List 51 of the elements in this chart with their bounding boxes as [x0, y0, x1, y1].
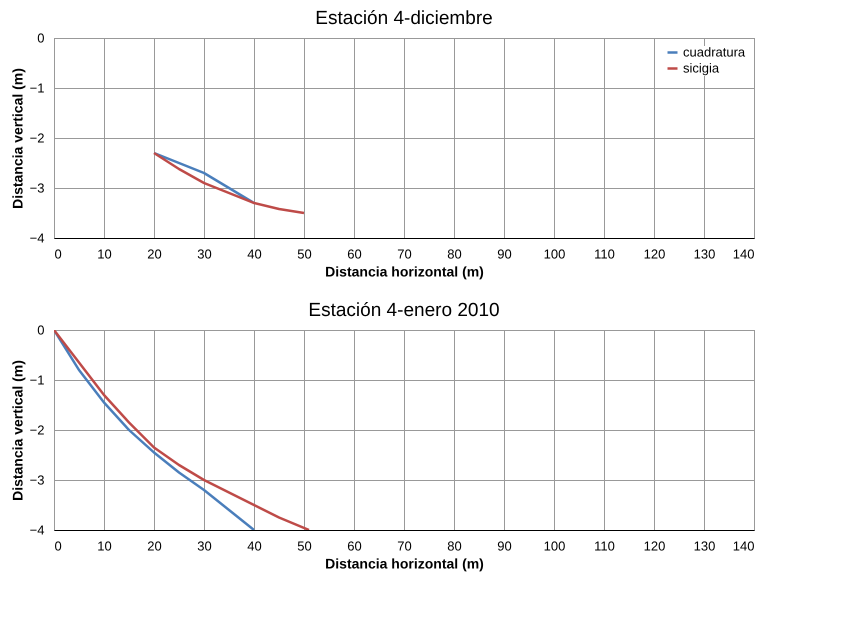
- x-tick-label: 10: [97, 538, 112, 554]
- x-tick-label: 130: [694, 538, 716, 554]
- y-tick-label: 0: [37, 30, 44, 46]
- chart-title: Estación 4-diciembre: [315, 8, 493, 29]
- x-tick-label: 90: [497, 538, 512, 554]
- y-tick-label: −1: [30, 80, 44, 96]
- x-tick-label: 110: [594, 538, 615, 554]
- chart-title: Estación 4-enero 2010: [308, 300, 500, 321]
- x-tick-label: 140: [732, 246, 754, 262]
- x-tick-label: 70: [397, 538, 412, 554]
- y-tick-label: −2: [30, 422, 44, 438]
- y-tick-label: −4: [30, 522, 44, 538]
- line-series: [54, 330, 256, 530]
- y-tick-label: −2: [30, 130, 44, 146]
- x-tick-label: 0: [54, 246, 62, 262]
- legend-label: sicigia: [683, 60, 720, 76]
- x-tick-label: 90: [497, 246, 512, 262]
- x-tick-label: 80: [447, 246, 462, 262]
- x-tick-label: 100: [544, 538, 566, 554]
- x-tick-label: 100: [544, 246, 566, 262]
- x-tick-label: 40: [247, 246, 262, 262]
- x-tick-label: 110: [594, 246, 615, 262]
- legend-label: cuadratura: [683, 44, 746, 60]
- x-tick-label: 120: [644, 246, 666, 262]
- y-axis-title: Distancia vertical (m): [10, 68, 26, 209]
- x-tick-label: 130: [694, 246, 716, 262]
- x-tick-label: 60: [347, 246, 362, 262]
- x-tick-label: 140: [732, 538, 754, 554]
- y-tick-label: 0: [37, 322, 44, 338]
- y-tick-label: −1: [30, 372, 44, 388]
- x-tick-label: 30: [197, 538, 212, 554]
- y-axis-title: Distancia vertical (m): [10, 360, 26, 501]
- x-tick-label: 10: [97, 246, 112, 262]
- y-tick-label: −4: [30, 230, 44, 246]
- x-axis-title: Distancia horizontal (m): [325, 264, 484, 280]
- x-axis-title: Distancia horizontal (m): [325, 556, 484, 572]
- y-tick-label: −3: [30, 180, 44, 196]
- x-tick-label: 40: [247, 538, 262, 554]
- line-series: [152, 152, 306, 214]
- x-tick-label: 120: [644, 538, 666, 554]
- x-tick-label: 20: [147, 246, 162, 262]
- x-tick-label: 50: [297, 246, 312, 262]
- y-tick-label: −3: [30, 472, 44, 488]
- x-tick-label: 0: [54, 538, 62, 554]
- x-tick-label: 50: [297, 538, 312, 554]
- line-series: [54, 330, 310, 530]
- x-tick-label: 30: [197, 246, 212, 262]
- x-tick-label: 60: [347, 538, 362, 554]
- x-tick-label: 80: [447, 538, 462, 554]
- x-tick-label: 20: [147, 538, 162, 554]
- x-tick-label: 70: [397, 246, 412, 262]
